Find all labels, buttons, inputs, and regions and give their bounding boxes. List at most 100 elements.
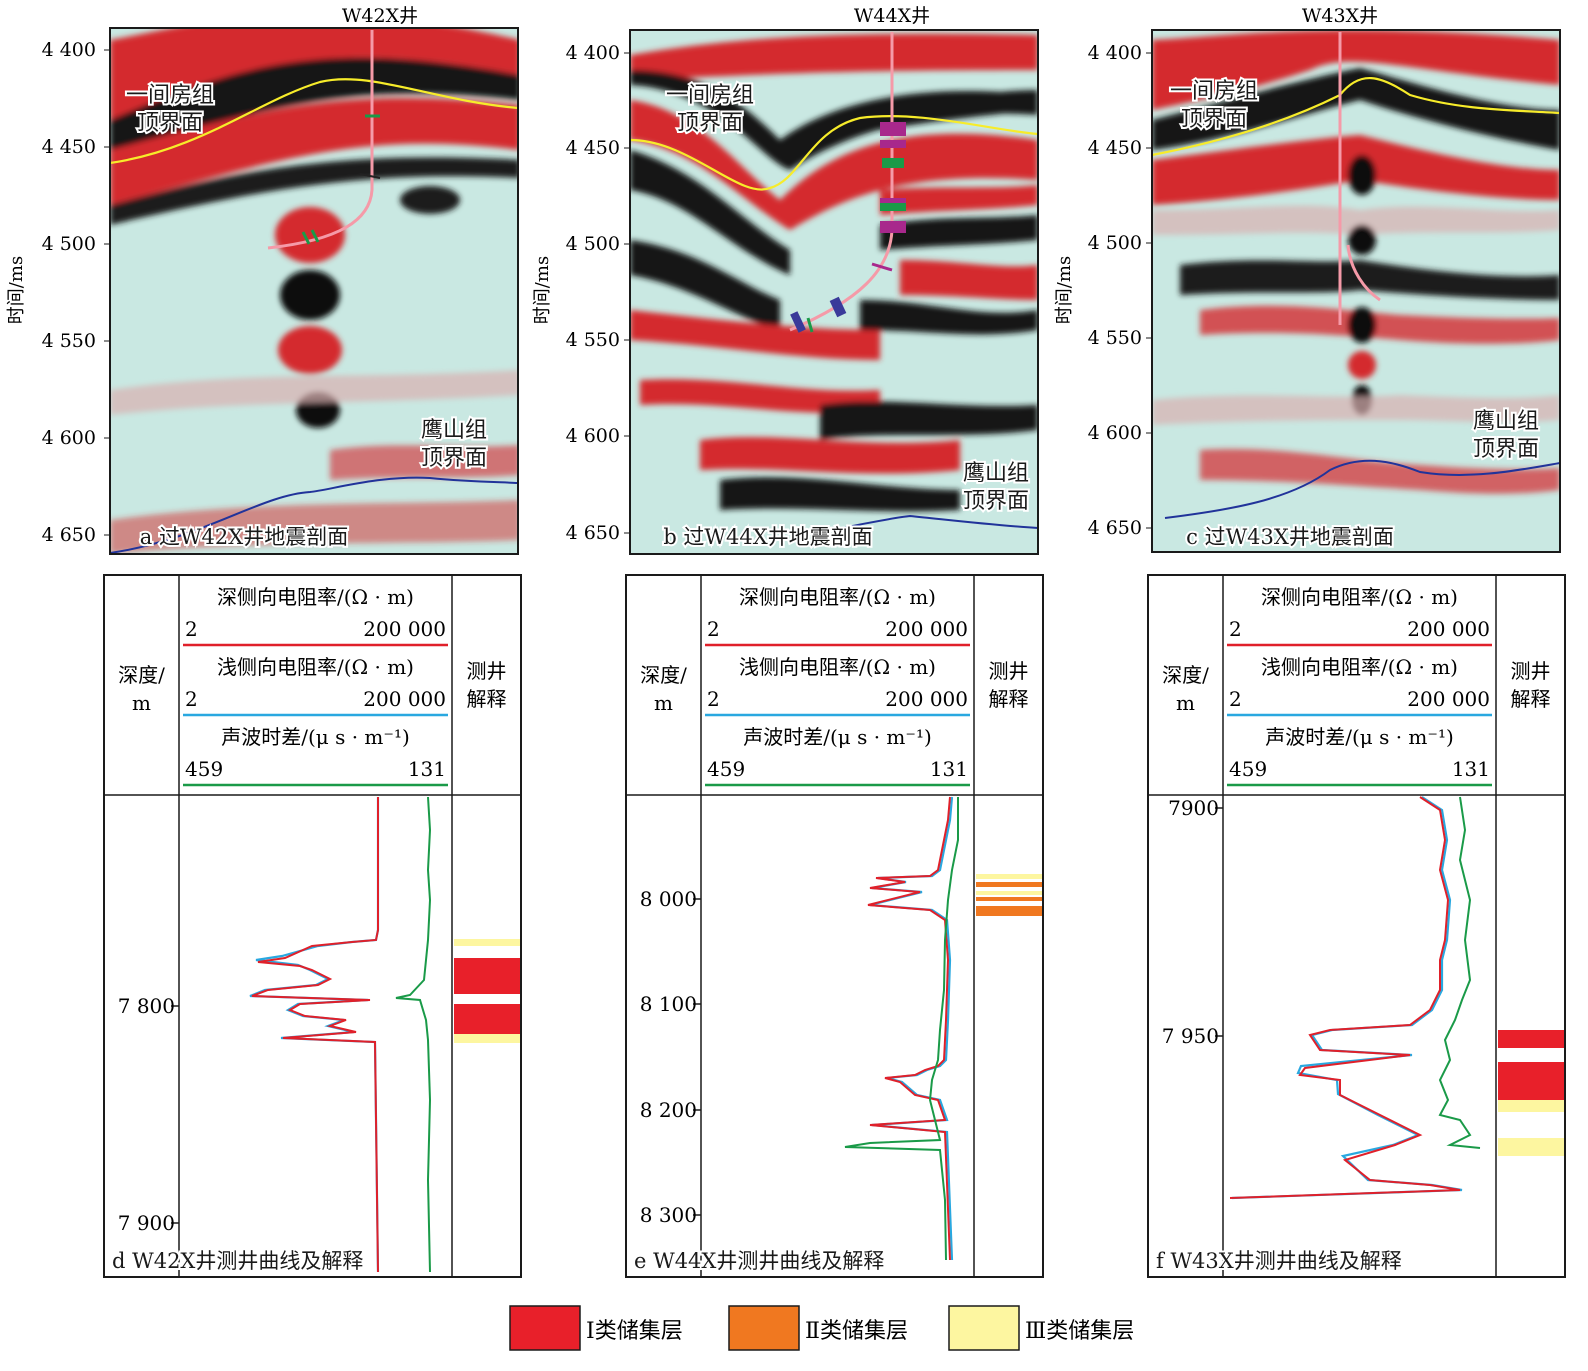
log-caption: e W44X井测井曲线及解释 [634,1249,884,1273]
deep-res-curve [867,796,951,1261]
bottom-horizon-label: 顶界面 [963,489,1029,514]
shallow-res-label: 浅侧向电阻率/(Ω · m) [217,655,414,679]
sonic-curve [1438,796,1481,1149]
depth-unit: m [1176,691,1195,715]
sonic-min: 459 [1229,757,1267,781]
sonic-max: 131 [408,757,446,781]
ytick: 4 400 [1088,42,1142,64]
ytick: 4 550 [566,329,620,351]
depth-tick-label: 8 100 [640,992,697,1016]
ytick: 4 600 [566,425,620,447]
ytick: 4 650 [42,524,96,546]
ytick: 4 650 [566,522,620,544]
seismic-image-c [1152,30,1560,552]
depth-label: 深度/ [640,663,687,687]
interp-label: 测井 [1511,659,1551,683]
ytick: 4 550 [1088,327,1142,349]
sonic-curve [395,796,432,1273]
shallow-res-max: 200 000 [885,687,968,711]
depth-tick-label: 7 800 [118,994,175,1018]
reservoir-band [976,897,1042,901]
shallow-res-min: 2 [707,687,720,711]
deep-res-min: 2 [1229,617,1242,641]
sonic-label: 声波时差/(μ s · m⁻¹) [1265,725,1454,749]
top-horizon-label: 一间房组 [666,83,754,108]
panel-caption-c: c 过W43X井地震剖面 [1186,525,1394,549]
interp-label: 解释 [1511,687,1551,711]
deep-res-max: 200 000 [363,617,446,641]
shallow-res-curve [1231,796,1463,1200]
bottom-horizon-label: 鹰山组 [421,418,487,443]
yaxis-ticks-a: 4 400 4 450 4 500 4 550 4 600 4 650 [42,39,96,546]
seismic-image-b [630,30,1038,554]
log-frame [103,574,522,1278]
deep-res-min: 2 [185,617,198,641]
seismic-panel-c: W43X井 4 [1054,5,1561,553]
depth-tick-label: 8 000 [640,887,697,911]
ytick: 4 650 [1088,517,1142,539]
deep-res-max: 200 000 [885,617,968,641]
sonic-min: 459 [707,757,745,781]
log-panels: 深度/m 深侧向电阻率/(Ω · m) 2 200 000 浅侧向电阻率/(Ω · m)… [103,574,1566,1278]
panel-caption-a: a 过W42X井地震剖面 [140,525,348,549]
log-panel-d: 深度/m 深侧向电阻率/(Ω · m) 2 200 000 浅侧向电阻率/(Ω · m)… [103,574,522,1278]
deep-res-curve [1229,796,1461,1199]
well-name-a: W42X井 [342,5,418,27]
log-frame [1147,574,1566,1278]
shallow-res-max: 200 000 [1407,687,1490,711]
ytick: 4 500 [1088,232,1142,254]
depth-label: 深度/ [118,663,165,687]
log-panel-f: 深度/m 深侧向电阻率/(Ω · m) 2 200 000 浅侧向电阻率/(Ω · m)… [1147,574,1566,1278]
legend-label-class3: Ⅲ类储集层 [1025,1319,1134,1344]
reservoir-band [1498,1030,1564,1048]
yaxis-title-c: 时间/ms [1054,256,1075,324]
ytick: 4 600 [42,427,96,449]
shallow-res-max: 200 000 [363,687,446,711]
deep-res-label: 深侧向电阻率/(Ω · m) [739,585,936,609]
reservoir-band [454,1004,520,1034]
top-horizon-label: 一间房组 [1170,79,1258,104]
ytick: 4 550 [42,330,96,352]
shallow-res-min: 2 [1229,687,1242,711]
top-horizon-label: 顶界面 [1181,107,1247,132]
bottom-horizon-label: 顶界面 [421,446,487,471]
interp-label: 解释 [989,687,1029,711]
well-name-c: W43X井 [1302,5,1378,27]
depth-tick-label: 7900 [1168,796,1219,820]
ytick: 4 450 [566,137,620,159]
panel-caption-b: b 过W44X井地震剖面 [663,525,872,549]
depth-tick-label: 7 950 [1162,1024,1219,1048]
ytick: 4 500 [566,233,620,255]
depth-unit: m [132,691,151,715]
reservoir-band [454,958,520,994]
sonic-max: 131 [930,757,968,781]
sonic-curve [844,797,959,1261]
interp-label: 测井 [467,659,507,683]
deep-res-min: 2 [707,617,720,641]
ytick: 4 400 [42,39,96,61]
log-caption: f W43X井测井曲线及解释 [1156,1249,1402,1273]
reservoir-band [1498,1138,1564,1156]
shallow-res-label: 浅侧向电阻率/(Ω · m) [739,655,936,679]
deep-res-max: 200 000 [1407,617,1490,641]
depth-unit: m [654,691,673,715]
bottom-horizon-label: 顶界面 [1473,437,1539,462]
shallow-res-min: 2 [185,687,198,711]
depth-label: 深度/ [1162,663,1209,687]
legend-label-class1: Ⅰ类储集层 [586,1319,683,1344]
depth-tick-label: 8 300 [640,1203,697,1227]
top-horizon-label: 顶界面 [677,111,743,136]
ytick: 4 500 [42,233,96,255]
log-caption: d W42X井测井曲线及解释 [112,1249,363,1273]
legend-swatch-class2 [728,1305,800,1351]
ytick: 4 400 [566,42,620,64]
reservoir-band [976,874,1042,879]
sonic-label: 声波时差/(μ s · m⁻¹) [743,725,932,749]
legend-label-class2: Ⅱ类储集层 [805,1319,908,1344]
bottom-horizon-label: 鹰山组 [963,461,1029,486]
sonic-min: 459 [185,757,223,781]
reservoir-band [976,906,1042,916]
reservoir-band [976,891,1042,895]
top-horizon-label: 顶界面 [137,111,203,136]
